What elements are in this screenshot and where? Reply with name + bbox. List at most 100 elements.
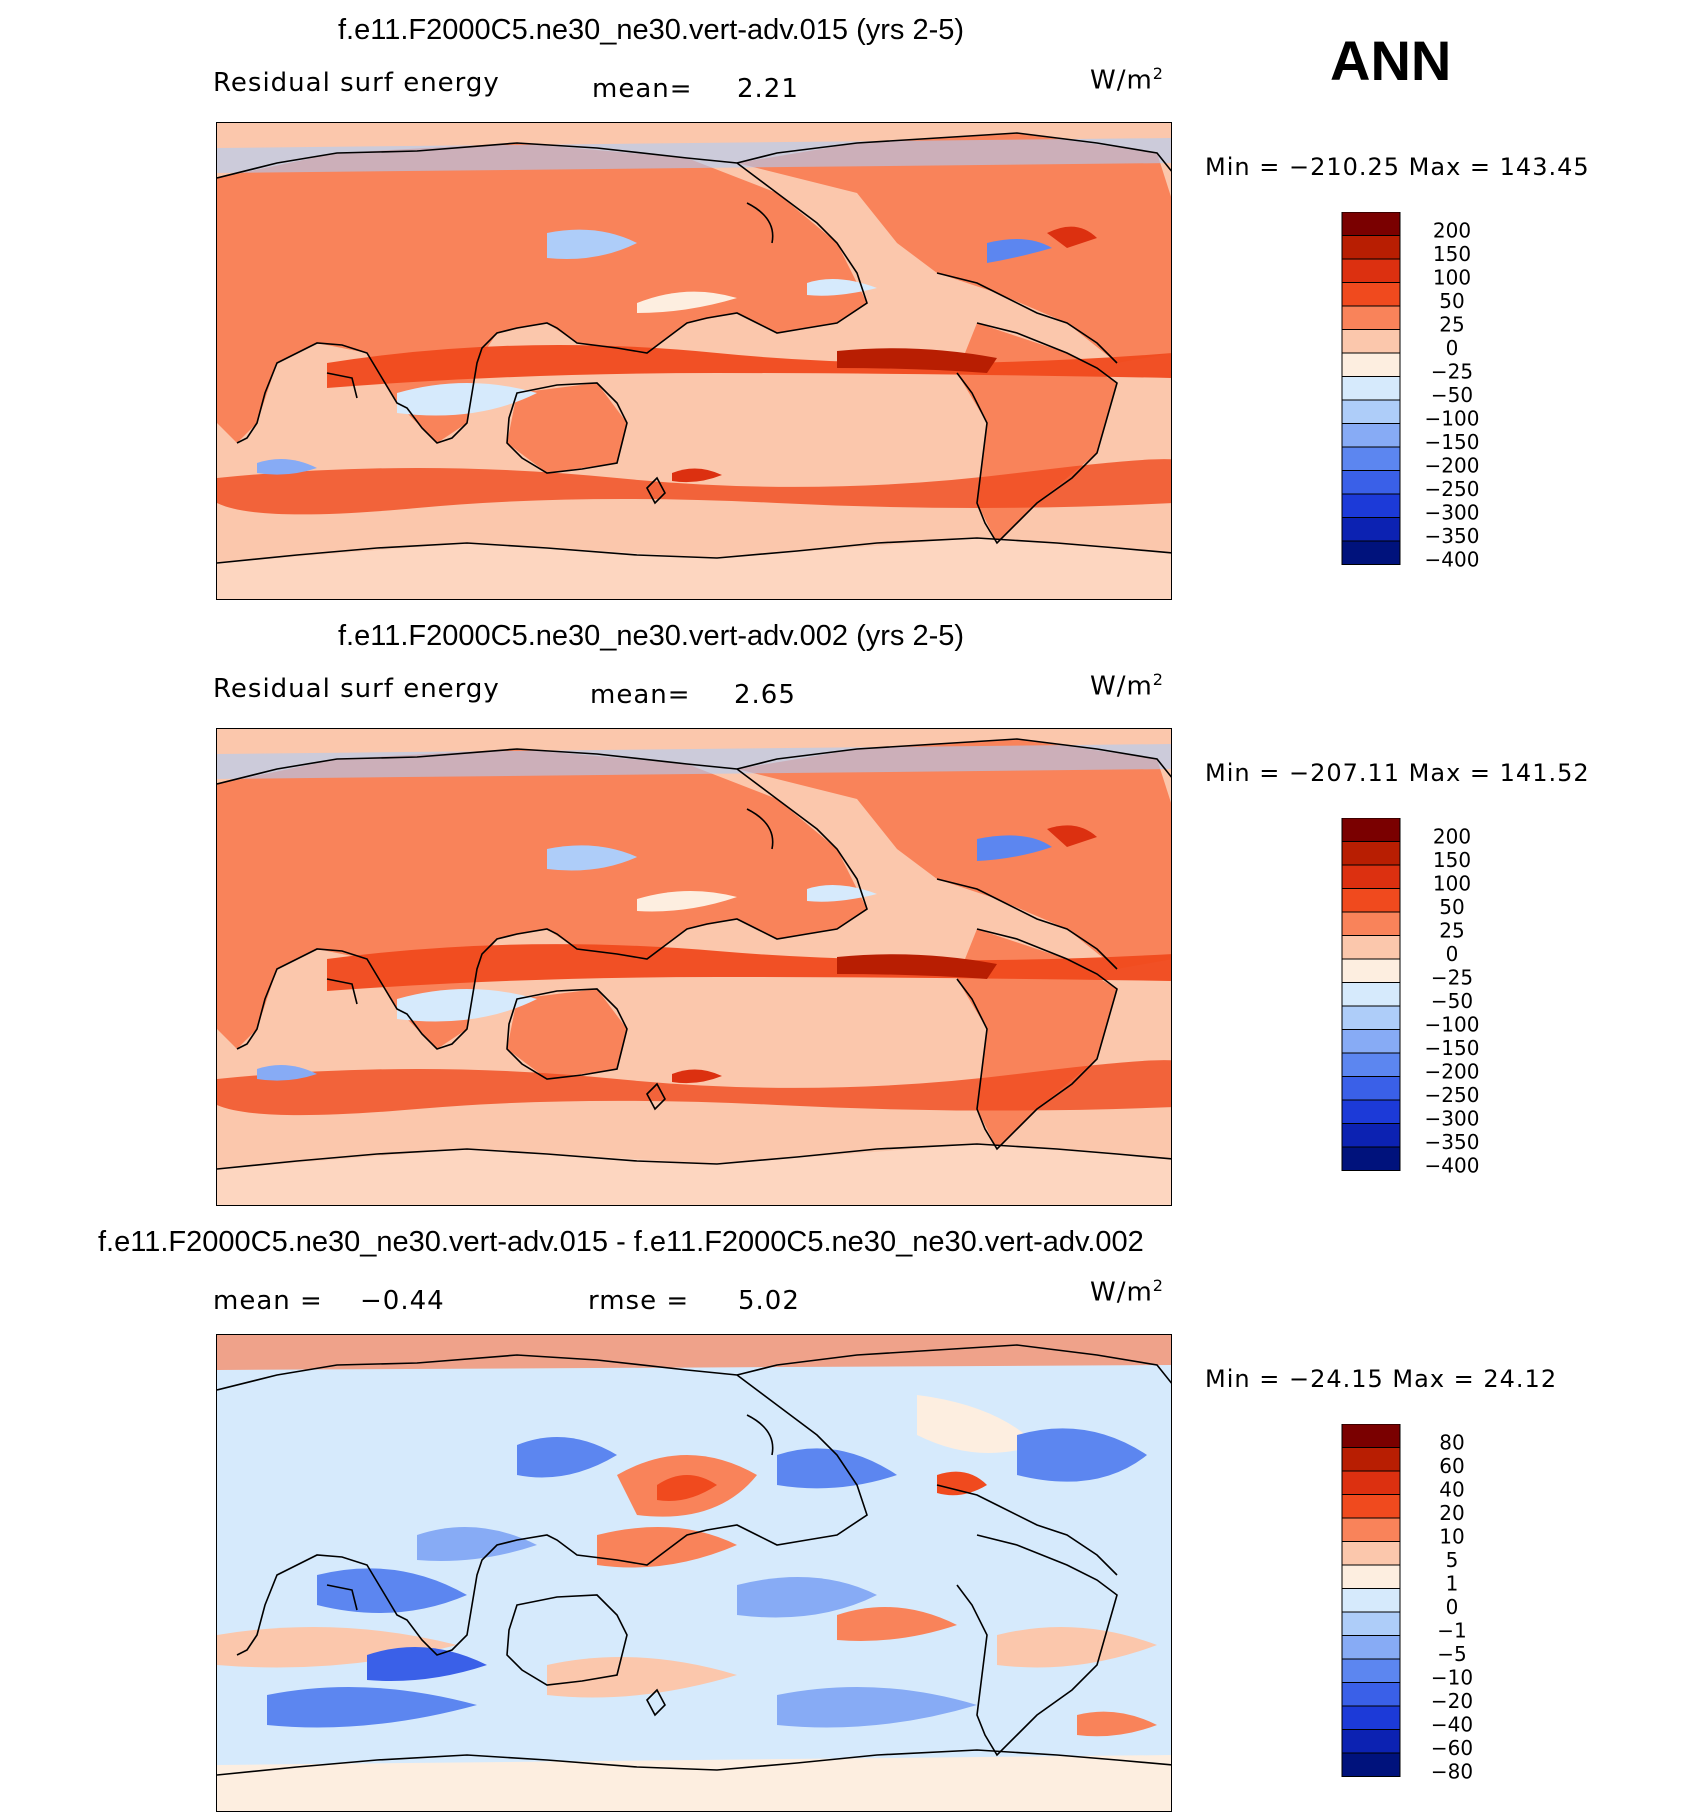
panel3-colorbar: 80 60 40 20 10 5 1 0 −1 −5 −10 −20 −40 −60 −80	[1340, 1423, 1500, 1814]
panel1-colorbar-label: 200	[1433, 219, 1471, 243]
panel2-colorbar-label: −250	[1425, 1083, 1480, 1107]
panel2-colorbar-label: −350	[1425, 1130, 1480, 1154]
panel3-colorbar-swatch	[1341, 1729, 1401, 1754]
panel3-coastlines	[217, 1344, 1171, 1776]
panel3-colorbar-swatch	[1341, 1682, 1401, 1707]
panel3-colorbar-label: 0	[1446, 1595, 1459, 1619]
panel1-colorbar-swatch	[1341, 305, 1401, 330]
panel2-colorbar: 200 150 100 50 25 0 −25 −50 −100 −150 −200 −250 −300…	[1340, 817, 1500, 1208]
panel1-colorbar-swatch	[1341, 517, 1401, 542]
panel2-colorbar-swatch	[1341, 888, 1401, 913]
panel2-colorbar-label: 50	[1439, 895, 1464, 919]
panel3-rmse-value: 5.02	[738, 1286, 800, 1316]
panel2-variable: Residual surf energy	[213, 674, 500, 704]
panel3-colorbar-label: 80	[1439, 1431, 1464, 1455]
panel2-features	[217, 744, 1171, 1116]
panel3-features	[217, 1335, 1171, 1811]
panel3-colorbar-swatch	[1341, 1541, 1401, 1566]
panel2-colorbar-swatch	[1341, 1005, 1401, 1030]
panel3-colorbar-swatch	[1341, 1447, 1401, 1472]
panel1-colorbar-label: 50	[1439, 289, 1464, 313]
panel2-colorbar-swatch	[1341, 935, 1401, 960]
panel3-colorbar-swatch	[1341, 1470, 1401, 1495]
panel3-colorbar-label: 5	[1446, 1548, 1459, 1572]
panel3-colorbar-label: −40	[1431, 1713, 1473, 1737]
panel1-colorbar-label: 25	[1439, 313, 1464, 337]
panel2-colorbar-label: −300	[1425, 1107, 1480, 1131]
panel3-colorbar-swatch	[1341, 1423, 1401, 1448]
panel1-min-max: Min = −210.25 Max = 143.45	[1205, 153, 1590, 181]
panel3-colorbar-swatch	[1341, 1494, 1401, 1519]
panel3-colorbar-label: 40	[1439, 1478, 1464, 1502]
panel1-features	[217, 138, 1171, 515]
panel3-mean-value: −0.44	[360, 1286, 445, 1316]
panel3-colorbar-label: −10	[1431, 1666, 1473, 1690]
panel2-colorbar-swatch	[1341, 1052, 1401, 1077]
panel2-colorbar-svg: 20015010050250−25−50−100−150−200−250−300…	[1341, 817, 1480, 1178]
panel2-colorbar-swatch	[1341, 1029, 1401, 1054]
panel2-min-max: Min = −207.11 Max = 141.52	[1205, 759, 1590, 787]
panel1-colorbar-label: 0	[1446, 336, 1459, 360]
panel1-colorbar-swatch	[1341, 470, 1401, 495]
panel2-colorbar-swatch	[1341, 841, 1401, 866]
panel3-colorbar-swatch	[1341, 1564, 1401, 1589]
panel2-mean-value: 2.65	[734, 680, 796, 710]
panel1-title: f.e11.F2000C5.ne30_ne30.vert-adv.015 (yr…	[338, 14, 965, 46]
panel2-colorbar-label: −100	[1425, 1013, 1480, 1037]
panel3-colorbar-label: 1	[1446, 1572, 1459, 1596]
panel3-map	[216, 1334, 1172, 1812]
panel2-colorbar-swatch	[1341, 958, 1401, 983]
panel2-coastlines	[217, 738, 1171, 1170]
panel3-title: f.e11.F2000C5.ne30_ne30.vert-adv.015 - f…	[98, 1226, 1144, 1258]
panel2-colorbar-swatch	[1341, 982, 1401, 1007]
panel1-colorbar-swatch	[1341, 399, 1401, 424]
panel3-colorbar-label: −20	[1431, 1689, 1473, 1713]
panel3-colorbar-label: 20	[1439, 1501, 1464, 1525]
panel1-colorbar-swatch	[1341, 376, 1401, 401]
panel3-colorbar-swatch	[1341, 1658, 1401, 1683]
panel1-colorbar-swatch	[1341, 493, 1401, 518]
panel2-colorbar-swatch	[1341, 1099, 1401, 1124]
panel2-colorbar-swatch	[1341, 911, 1401, 936]
panel2-map	[216, 728, 1172, 1206]
panel1-colorbar-swatch	[1341, 235, 1401, 260]
panel1-colorbar-swatch	[1341, 329, 1401, 354]
panel1-colorbar-label: −400	[1425, 548, 1480, 572]
panel2-colorbar-label: 150	[1433, 848, 1471, 872]
panel1-colorbar-label: −25	[1431, 360, 1473, 384]
panel2-colorbar-label: −200	[1425, 1060, 1480, 1084]
panel3-colorbar-swatch	[1341, 1752, 1401, 1777]
panel3-colorbar-swatch	[1341, 1705, 1401, 1730]
panel1-colorbar-swatch	[1341, 352, 1401, 377]
panel1-variable: Residual surf energy	[213, 68, 500, 98]
panel3-colorbar-label: −80	[1431, 1760, 1473, 1784]
panel1-mean-value: 2.21	[737, 74, 799, 104]
panel1-colorbar-label: −200	[1425, 454, 1480, 478]
panel1-colorbar-label: −150	[1425, 430, 1480, 454]
panel2-colorbar-label: 25	[1439, 919, 1464, 943]
panel1-colorbar-svg: 20015010050250−25−50−100−150−200−250−300…	[1341, 211, 1480, 572]
panel1-coastlines	[217, 132, 1171, 564]
panel3-colorbar-swatch	[1341, 1517, 1401, 1542]
panel1-colorbar-swatch	[1341, 211, 1401, 236]
panel1-colorbar-label: −300	[1425, 501, 1480, 525]
panel1-colorbar-label: −250	[1425, 477, 1480, 501]
panel3-colorbar-label: −60	[1431, 1736, 1473, 1760]
panel2-colorbar-label: −400	[1425, 1154, 1480, 1178]
panel3-colorbar-label: 10	[1439, 1525, 1464, 1549]
panel1-colorbar-swatch	[1341, 423, 1401, 448]
panel2-title: f.e11.F2000C5.ne30_ne30.vert-adv.002 (yr…	[338, 620, 965, 652]
panel1-mean-label: mean=	[592, 74, 693, 104]
panel2-colorbar-swatch	[1341, 1123, 1401, 1148]
panel1-colorbar-label: −50	[1431, 383, 1473, 407]
panel3-colorbar-swatch	[1341, 1635, 1401, 1660]
panel1-colorbar-label: 100	[1433, 266, 1471, 290]
panel1-colorbar-swatch	[1341, 540, 1401, 565]
panel3-colorbar-swatch	[1341, 1588, 1401, 1613]
panel3-min-max: Min = −24.15 Max = 24.12	[1205, 1365, 1558, 1393]
panel3-rmse-label: rmse =	[588, 1286, 690, 1316]
panel2-colorbar-label: −150	[1425, 1036, 1480, 1060]
panel3-colorbar-label: 60	[1439, 1454, 1464, 1478]
panel1-colorbar-label: −350	[1425, 524, 1480, 548]
